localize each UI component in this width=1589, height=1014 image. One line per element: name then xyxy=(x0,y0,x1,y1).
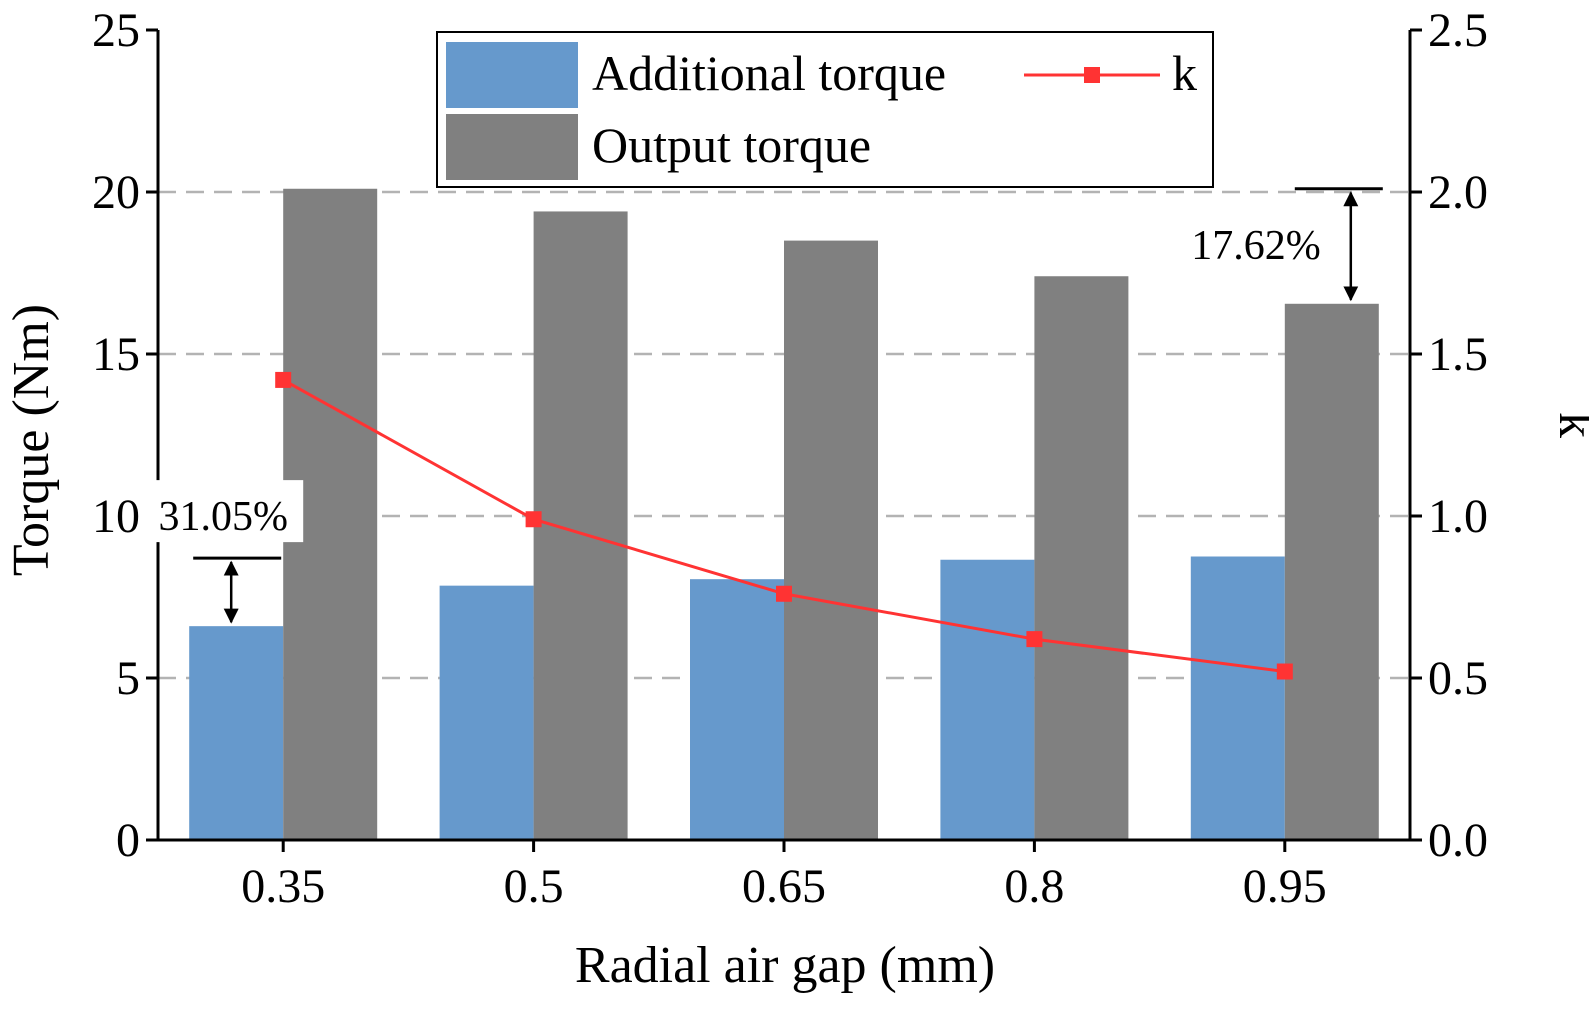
y2-tick-label: 1.5 xyxy=(1428,328,1488,381)
k-line-series xyxy=(275,371,1293,680)
x-tick-label: 0.8 xyxy=(1004,860,1064,913)
k-point xyxy=(1026,631,1043,648)
y2-tick-label: 2.0 xyxy=(1428,166,1488,219)
k-point xyxy=(275,371,292,388)
legend-label-additional-torque: Additional torque xyxy=(592,45,946,101)
annotation-label: 17.62% xyxy=(1191,223,1321,269)
y-tick-label: 15 xyxy=(92,328,140,381)
bar-output-torque xyxy=(784,240,878,841)
legend-label-k: k xyxy=(1172,45,1197,101)
y-tick-label: 10 xyxy=(92,490,140,543)
x-tick-label: 0.65 xyxy=(742,860,826,913)
bar-additional-torque xyxy=(189,626,284,840)
x-axis-title: Radial air gap (mm) xyxy=(575,937,995,994)
bar-additional-torque xyxy=(940,559,1035,840)
legend-marker-k xyxy=(1084,67,1100,83)
axes: 0 5 10 15 20 25 0.0 0.5 1.0 1.5 2.0 2.5 0.35 0.5 0.65 0… xyxy=(92,4,1488,913)
annotations: 31.05% 17.62% xyxy=(143,187,1383,624)
k-point xyxy=(1276,663,1293,680)
y-tick-label: 20 xyxy=(92,166,140,219)
y2-tick-label: 1.0 xyxy=(1428,490,1488,543)
bars xyxy=(189,188,1379,841)
bar-output-torque xyxy=(1284,303,1379,840)
k-point xyxy=(525,511,542,528)
y-tick-label: 25 xyxy=(92,4,140,57)
y2-tick-label: 0.5 xyxy=(1428,652,1488,705)
y-axis-title: Torque (Nm) xyxy=(3,304,60,576)
bar-output-torque xyxy=(1034,276,1129,840)
legend-swatch-output-torque xyxy=(446,114,578,180)
bar-additional-torque xyxy=(690,579,784,840)
annotation-label-bg xyxy=(143,480,304,543)
y-tick-label: 0 xyxy=(116,814,140,867)
y2-tick-label: 2.5 xyxy=(1428,4,1488,57)
y-tick-label: 5 xyxy=(116,652,140,705)
annotation-label: 31.05% xyxy=(158,494,288,540)
bar-additional-torque xyxy=(1190,556,1285,840)
x-tick-label: 0.95 xyxy=(1243,860,1327,913)
k-point xyxy=(776,585,792,602)
legend: Additional torque k Output torque xyxy=(436,31,1214,188)
bar-output-torque xyxy=(533,211,628,840)
y2-axis-title: k xyxy=(1548,412,1589,438)
legend-label-output-torque: Output torque xyxy=(592,117,871,173)
x-tick-label: 0.5 xyxy=(504,860,564,913)
legend-swatch-additional-torque xyxy=(446,42,578,108)
x-tick-label: 0.35 xyxy=(241,860,325,913)
bar-additional-torque xyxy=(439,585,534,840)
y2-tick-label: 0.0 xyxy=(1428,814,1488,867)
